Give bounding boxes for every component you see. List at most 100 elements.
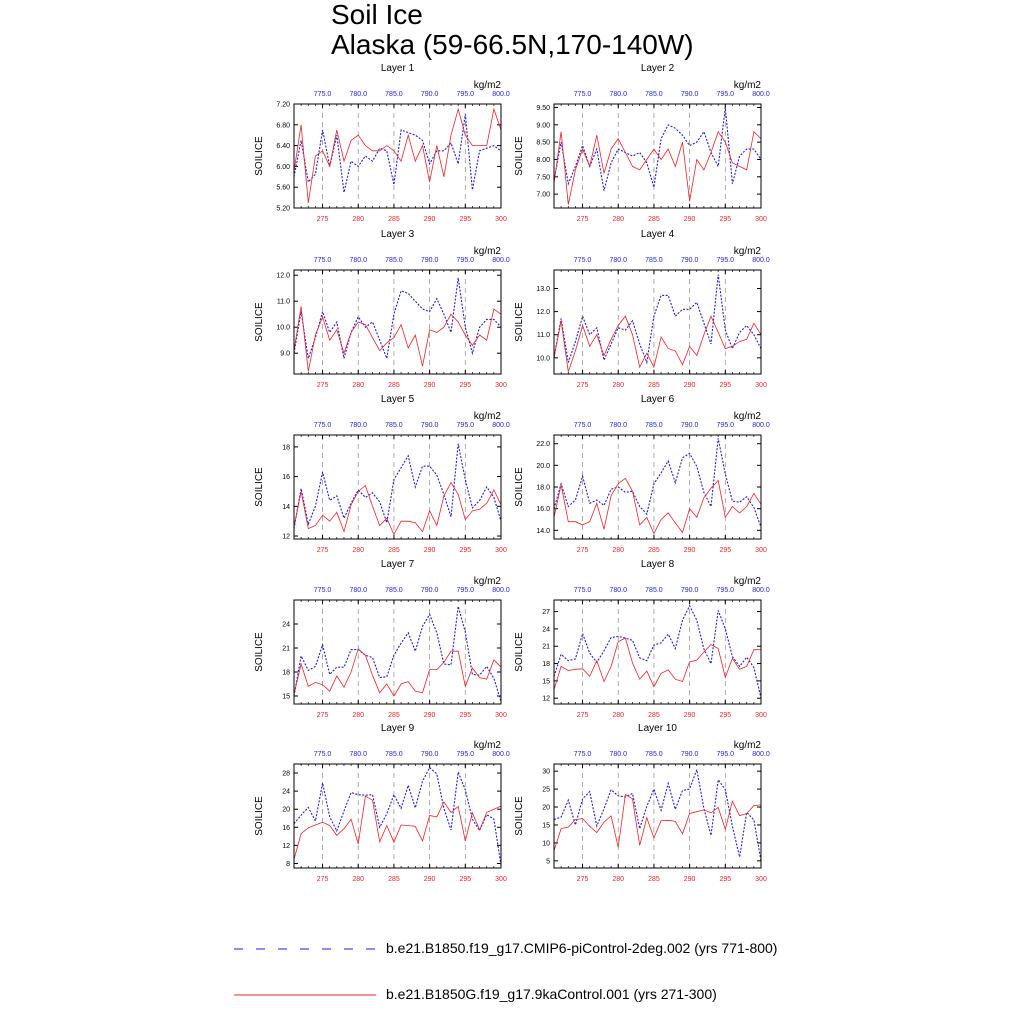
x-top-tick-label: 775.0	[314, 587, 332, 594]
x-bottom-tick-label: 295	[719, 216, 731, 223]
plot-frame	[293, 103, 502, 209]
x-bottom-tick-label: 280	[352, 712, 364, 719]
x-bottom-tick-label: 280	[612, 876, 624, 883]
unit-label: kg/m2	[734, 576, 762, 587]
x-top-tick-label: 785.0	[645, 587, 663, 594]
panel-title: Layer 3	[381, 229, 415, 240]
panel-title: Layer 8	[641, 559, 675, 570]
y-tick-label: 18	[542, 661, 550, 668]
x-top-tick-label: 790.0	[681, 587, 699, 594]
y-tick-label: 18.0	[536, 485, 550, 492]
series-line-blue	[554, 767, 761, 861]
plot-frame	[293, 599, 502, 705]
unit-label: kg/m2	[474, 80, 502, 91]
series-line-blue	[554, 274, 761, 365]
y-tick-label: 6.40	[276, 143, 290, 150]
x-bottom-tick-label: 295	[459, 876, 471, 883]
chart-title: Soil Ice Alaska (59-66.5N,170-140W)	[331, 0, 694, 60]
y-tick-label: 12	[282, 534, 290, 541]
x-top-tick-label: 785.0	[645, 422, 663, 429]
x-bottom-tick-label: 285	[388, 547, 400, 554]
y-tick-label: 6.80	[276, 122, 290, 129]
x-top-tick-label: 780.0	[349, 751, 367, 758]
x-top-tick-label: 795.0	[717, 587, 735, 594]
series-line-red	[554, 793, 761, 851]
y-tick-label: 15	[542, 822, 550, 829]
panel-title: Layer 2	[641, 63, 675, 74]
x-bottom-tick-label: 275	[577, 382, 589, 389]
x-bottom-tick-label: 300	[755, 876, 767, 883]
series-line-blue	[294, 277, 501, 361]
x-bottom-tick-label: 285	[648, 876, 660, 883]
y-tick-label: 24	[542, 626, 550, 633]
x-bottom-tick-label: 300	[755, 712, 767, 719]
x-top-tick-label: 780.0	[349, 257, 367, 264]
x-top-tick-label: 800.0	[752, 751, 770, 758]
x-bottom-tick-label: 295	[459, 382, 471, 389]
y-axis-label: SOILICE	[514, 467, 525, 507]
x-bottom-tick-label: 290	[424, 216, 436, 223]
series-line-blue	[554, 438, 761, 528]
x-top-tick-label: 780.0	[609, 91, 627, 98]
y-tick-label: 9.00	[536, 122, 550, 129]
x-top-tick-label: 785.0	[385, 257, 403, 264]
y-tick-label: 9.50	[536, 105, 550, 112]
x-top-tick-label: 795.0	[457, 751, 475, 758]
y-axis-label: SOILICE	[514, 632, 525, 672]
x-top-tick-label: 795.0	[717, 91, 735, 98]
x-bottom-tick-label: 275	[577, 876, 589, 883]
title-line-2: Alaska (59-66.5N,170-140W)	[331, 29, 694, 60]
x-top-tick-label: 790.0	[681, 257, 699, 264]
y-tick-label: 7.00	[536, 192, 550, 199]
y-tick-label: 21	[542, 644, 550, 651]
x-bottom-tick-label: 290	[424, 712, 436, 719]
y-tick-label: 30	[542, 769, 550, 776]
x-bottom-tick-label: 275	[317, 876, 329, 883]
y-tick-label: 20	[542, 805, 550, 812]
panel-title: Layer 1	[381, 63, 415, 74]
x-bottom-tick-label: 275	[317, 216, 329, 223]
series-line-red	[294, 648, 501, 697]
series-line-red	[294, 795, 501, 860]
panel-layer-3: Layer 3 kg/m2 SOILICE 275 280 285 290 295 300 775…	[254, 229, 510, 389]
y-tick-label: 12.0	[536, 309, 550, 316]
x-bottom-tick-label: 280	[612, 382, 624, 389]
series-line-red	[294, 481, 501, 536]
unit-label: kg/m2	[734, 740, 762, 751]
plot-frame	[553, 103, 762, 209]
panel-layer-1: Layer 1 kg/m2 SOILICE 275 280 285 290 295 300 775…	[254, 63, 510, 223]
x-top-tick-label: 800.0	[492, 257, 510, 264]
x-top-tick-label: 790.0	[681, 751, 699, 758]
x-bottom-tick-label: 300	[495, 712, 507, 719]
y-tick-label: 16	[282, 825, 290, 832]
panel-layer-2: Layer 2 kg/m2 SOILICE 275 280 285 290 295 300 775…	[514, 63, 770, 223]
series-line-blue	[294, 606, 501, 702]
x-bottom-tick-label: 300	[495, 547, 507, 554]
x-top-tick-label: 775.0	[314, 257, 332, 264]
x-top-tick-label: 790.0	[681, 91, 699, 98]
panel-layer-7: Layer 7 kg/m2 SOILICE 275 280 285 290 295 300 775…	[254, 559, 510, 719]
legend-label-piControl: b.e21.B1850.f19_g17.CMIP6-piControl-2deg…	[386, 940, 778, 956]
y-tick-label: 18	[282, 444, 290, 451]
series-line-blue	[554, 604, 761, 699]
x-top-tick-label: 795.0	[457, 422, 475, 429]
x-bottom-tick-label: 290	[684, 876, 696, 883]
x-bottom-tick-label: 275	[577, 547, 589, 554]
panel-title: Layer 4	[641, 229, 675, 240]
y-tick-label: 11.0	[537, 332, 550, 339]
x-bottom-tick-label: 285	[648, 382, 660, 389]
y-axis-label: SOILICE	[514, 302, 525, 342]
series-line-red	[554, 130, 761, 205]
x-bottom-tick-label: 295	[459, 712, 471, 719]
plot-frame	[293, 434, 502, 540]
panel-title: Layer 6	[641, 394, 675, 405]
x-top-tick-label: 780.0	[349, 91, 367, 98]
x-top-tick-label: 775.0	[574, 91, 592, 98]
y-tick-label: 24	[282, 622, 290, 629]
x-top-tick-label: 785.0	[385, 91, 403, 98]
y-tick-label: 12	[542, 696, 550, 703]
y-tick-label: 18	[282, 670, 290, 677]
y-tick-label: 25	[542, 787, 550, 794]
x-top-tick-label: 785.0	[385, 422, 403, 429]
y-tick-label: 8.50	[536, 140, 550, 147]
